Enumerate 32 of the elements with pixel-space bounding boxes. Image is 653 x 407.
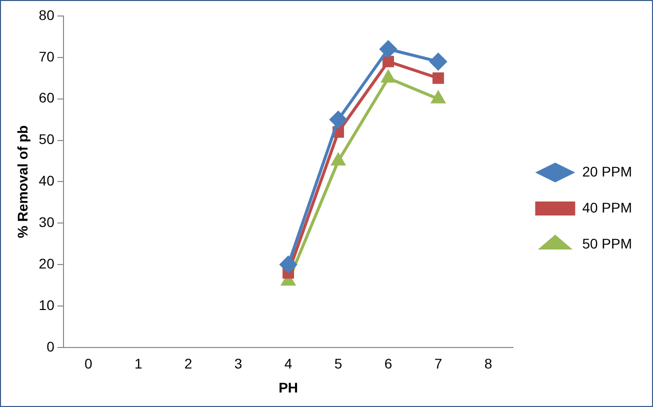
- x-axis-title: PH: [278, 379, 298, 396]
- x-tick-label: 5: [334, 356, 342, 372]
- point: [382, 56, 394, 68]
- y-tick-label: 40: [38, 172, 55, 189]
- legend-label: 40 PPM: [582, 199, 632, 216]
- legend-label: 50 PPM: [582, 235, 632, 252]
- x-tick-label: 6: [384, 356, 392, 372]
- x-tick-label: 7: [434, 356, 442, 372]
- y-tick-label: 20: [38, 255, 55, 272]
- x-tick-label: 1: [134, 356, 142, 372]
- point: [280, 256, 297, 274]
- y-axis-title: % Removal of pb: [14, 125, 30, 238]
- point: [332, 153, 345, 166]
- y-tick-label: 50: [38, 131, 55, 148]
- y-tick-label: 70: [38, 48, 55, 64]
- y-tick-label: 60: [38, 90, 55, 106]
- x-tick-label: 3: [234, 356, 242, 372]
- x-tick-label: 2: [184, 356, 192, 372]
- point: [380, 40, 397, 58]
- x-tick-label: 8: [484, 356, 492, 372]
- point: [430, 53, 447, 70]
- legend-label: 20 PPM: [582, 163, 632, 180]
- x-tick-label: 0: [84, 356, 92, 372]
- y-tick-label: 0: [46, 338, 55, 354]
- x-tick-label: 4: [284, 356, 292, 372]
- point: [382, 70, 395, 83]
- y-tick-label: 10: [38, 296, 55, 313]
- y-tick-label: 30: [38, 214, 55, 230]
- y-tick-label: 80: [38, 6, 55, 23]
- point: [432, 91, 445, 104]
- point: [432, 72, 444, 84]
- point: [330, 111, 347, 128]
